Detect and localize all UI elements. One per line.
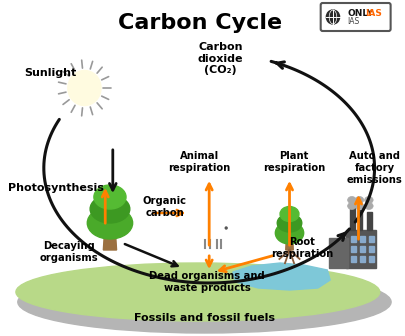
- Ellipse shape: [179, 108, 190, 117]
- Text: Sunlight: Sunlight: [24, 68, 77, 78]
- Text: IAS: IAS: [346, 16, 358, 26]
- Ellipse shape: [300, 101, 309, 109]
- Text: IAS: IAS: [364, 9, 381, 18]
- Bar: [368, 256, 373, 262]
- Ellipse shape: [364, 197, 372, 204]
- Ellipse shape: [90, 195, 130, 223]
- Ellipse shape: [94, 185, 126, 209]
- Ellipse shape: [245, 85, 256, 94]
- Ellipse shape: [354, 197, 363, 204]
- Bar: [360, 246, 364, 252]
- Ellipse shape: [197, 227, 211, 237]
- Polygon shape: [232, 263, 329, 290]
- Ellipse shape: [275, 222, 303, 244]
- Bar: [360, 236, 364, 242]
- Bar: [350, 236, 355, 242]
- Bar: [328, 238, 347, 268]
- Ellipse shape: [364, 203, 372, 210]
- Ellipse shape: [87, 207, 132, 239]
- Ellipse shape: [347, 197, 355, 204]
- Text: ONLY: ONLY: [346, 9, 372, 18]
- Ellipse shape: [200, 227, 219, 241]
- Bar: [357, 210, 361, 230]
- Text: Plant
respiration: Plant respiration: [262, 151, 324, 173]
- Text: Fossils and fossil fuels: Fossils and fossil fuels: [134, 313, 274, 323]
- Bar: [349, 208, 354, 230]
- Text: Decaying
organisms: Decaying organisms: [40, 241, 98, 263]
- Bar: [366, 212, 371, 230]
- Circle shape: [326, 10, 339, 24]
- Polygon shape: [285, 232, 292, 250]
- Text: Photosynthesis: Photosynthesis: [8, 183, 104, 193]
- Ellipse shape: [234, 81, 246, 91]
- Text: Dead organisms and
waste products: Dead organisms and waste products: [149, 271, 264, 293]
- FancyBboxPatch shape: [320, 3, 390, 31]
- Ellipse shape: [354, 203, 363, 210]
- Bar: [360, 256, 364, 262]
- Ellipse shape: [228, 88, 238, 95]
- Text: Carbon
dioxide
(CO₂): Carbon dioxide (CO₂): [197, 42, 243, 75]
- Bar: [345, 230, 375, 268]
- Ellipse shape: [323, 103, 331, 109]
- Text: Animal
respiration: Animal respiration: [168, 151, 230, 173]
- Ellipse shape: [253, 89, 262, 96]
- Ellipse shape: [279, 207, 298, 221]
- Ellipse shape: [306, 96, 317, 105]
- Bar: [350, 246, 355, 252]
- Ellipse shape: [16, 263, 379, 321]
- Circle shape: [225, 227, 226, 229]
- Bar: [368, 246, 373, 252]
- Ellipse shape: [347, 203, 355, 210]
- Ellipse shape: [209, 225, 224, 237]
- Bar: [368, 236, 373, 242]
- Ellipse shape: [149, 107, 161, 116]
- Polygon shape: [103, 220, 116, 250]
- Ellipse shape: [315, 99, 325, 108]
- Text: Carbon Cycle: Carbon Cycle: [117, 13, 281, 33]
- Ellipse shape: [206, 233, 223, 243]
- Ellipse shape: [157, 99, 171, 111]
- Ellipse shape: [170, 104, 182, 114]
- Circle shape: [217, 222, 230, 236]
- Text: Root
respiration: Root respiration: [270, 237, 332, 259]
- Text: Auto and
factory
emissions: Auto and factory emissions: [346, 152, 401, 184]
- Circle shape: [68, 71, 100, 105]
- Text: Organic
carbon: Organic carbon: [143, 196, 186, 218]
- Ellipse shape: [277, 214, 301, 232]
- Ellipse shape: [18, 271, 390, 333]
- Bar: [350, 256, 355, 262]
